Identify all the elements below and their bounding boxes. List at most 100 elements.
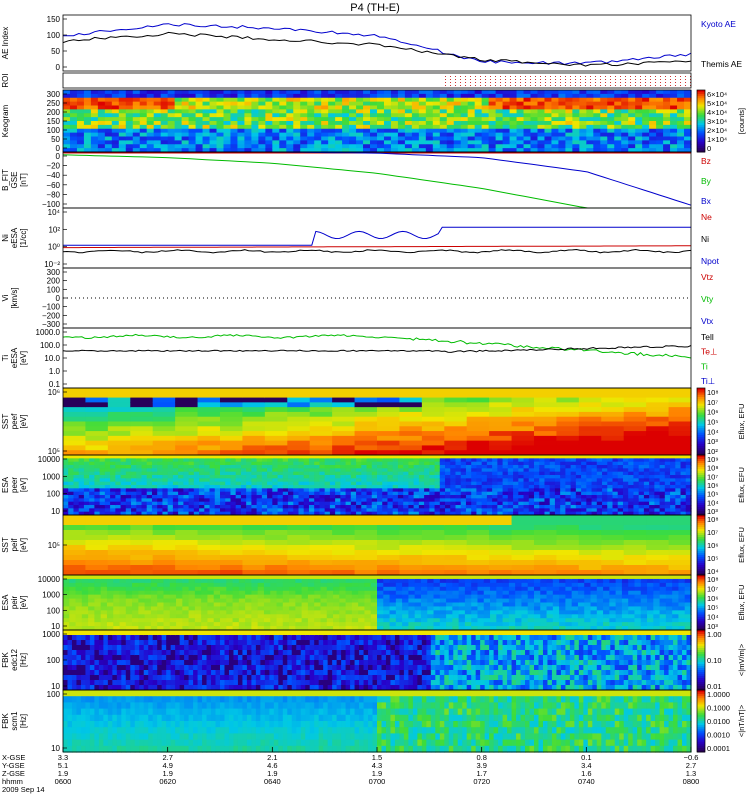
esa_i-cell bbox=[106, 626, 114, 631]
esa_e-cell bbox=[544, 495, 551, 499]
esa_e-cell bbox=[481, 498, 488, 503]
esa_e-cell bbox=[602, 505, 608, 509]
keogram-cell bbox=[342, 109, 350, 114]
esa_i-cell bbox=[169, 618, 177, 623]
keogram-cell bbox=[621, 148, 629, 153]
esa_e-cell bbox=[497, 481, 504, 486]
sst_e-cell bbox=[354, 407, 378, 413]
sst_i-cell bbox=[152, 515, 176, 521]
esa_e-cell bbox=[434, 495, 441, 499]
keogram-cell bbox=[356, 132, 364, 138]
esa_e-cell bbox=[178, 471, 184, 476]
esa_e-cell bbox=[413, 465, 420, 469]
esa_e-cell bbox=[361, 475, 368, 479]
esa_e-cell bbox=[288, 488, 294, 493]
keogram-cell bbox=[181, 136, 190, 141]
keogram-cell bbox=[614, 144, 622, 149]
keogram-cell bbox=[614, 113, 622, 118]
esa_e-cell bbox=[167, 501, 174, 506]
keogram-cell bbox=[139, 121, 148, 126]
esa_e-cell bbox=[151, 498, 158, 503]
sst_e-cell bbox=[601, 421, 625, 427]
sst_e-cell bbox=[354, 388, 378, 394]
sst_i-cell bbox=[85, 560, 109, 566]
esa_e-cell bbox=[628, 505, 635, 509]
esa_e-cell bbox=[455, 485, 462, 489]
keogram-cell bbox=[530, 117, 539, 122]
keogram-cell bbox=[509, 101, 518, 107]
sst_e-cell bbox=[197, 411, 221, 418]
keogram-cell bbox=[181, 117, 190, 122]
keogram-cell bbox=[390, 132, 399, 138]
esa_e-cell bbox=[429, 465, 436, 469]
keogram-cell bbox=[495, 93, 504, 99]
keogram-cell bbox=[286, 124, 294, 130]
keogram-cell bbox=[600, 97, 608, 103]
esa_i-cell bbox=[263, 614, 271, 619]
keogram-cell bbox=[335, 132, 343, 138]
sst_e-cell bbox=[444, 402, 468, 408]
keogram-cell bbox=[467, 132, 476, 138]
esa_e-cell bbox=[204, 498, 211, 503]
esa_e-cell bbox=[303, 508, 310, 513]
keogram-cell bbox=[314, 101, 322, 107]
esa_i-cell bbox=[144, 586, 152, 592]
sst_e-cell bbox=[354, 426, 378, 432]
esa_e-cell bbox=[136, 505, 143, 509]
keogram-cell bbox=[307, 105, 315, 110]
keogram-cell bbox=[558, 113, 566, 118]
esa_e-cell bbox=[617, 458, 624, 463]
esa_e-cell bbox=[497, 461, 504, 466]
esa_e-cell bbox=[570, 501, 577, 506]
esa_e-cell bbox=[261, 495, 268, 499]
esa_e-cell bbox=[528, 501, 535, 506]
esa_e-cell bbox=[288, 481, 294, 486]
keogram-cell bbox=[523, 140, 532, 145]
esa_i-cell bbox=[289, 590, 296, 596]
sst_i-cell bbox=[264, 560, 288, 566]
keogram-cell bbox=[390, 117, 399, 122]
keogram-cell bbox=[460, 113, 469, 118]
keogram-cell bbox=[118, 97, 127, 103]
esa_e-cell bbox=[83, 498, 90, 503]
sst_e-cell bbox=[309, 388, 333, 394]
sst_i-cell bbox=[85, 520, 109, 526]
esa_e-cell bbox=[371, 468, 378, 473]
keogram-cell bbox=[132, 124, 141, 130]
keogram-cell bbox=[663, 97, 671, 103]
esa_i-cell bbox=[81, 626, 89, 631]
sst_e-cell bbox=[668, 407, 692, 413]
sst_e-cell bbox=[489, 388, 513, 394]
keogram-cell bbox=[530, 121, 539, 126]
esa_e-cell bbox=[308, 508, 315, 513]
esa_e-cell bbox=[638, 465, 645, 469]
keogram-cell bbox=[167, 109, 176, 114]
esa_e-cell bbox=[94, 508, 101, 513]
esa_e-cell bbox=[549, 491, 556, 496]
sst_i-cell bbox=[668, 535, 692, 541]
keogram-cell bbox=[642, 97, 650, 103]
esa_e-cell bbox=[507, 461, 514, 466]
sst_i-cell bbox=[444, 555, 468, 561]
esa_e-cell bbox=[136, 478, 143, 483]
keogram-cell bbox=[446, 144, 455, 149]
keogram-cell bbox=[551, 144, 560, 149]
keogram-cell bbox=[377, 109, 385, 114]
keogram-cell bbox=[209, 148, 218, 153]
esa_e-cell bbox=[382, 508, 389, 513]
esa_e-cell bbox=[654, 508, 661, 513]
esa_i-cell bbox=[144, 602, 152, 608]
esa_i-cell bbox=[63, 578, 70, 584]
keogram-cell bbox=[460, 117, 469, 122]
keogram-cell bbox=[537, 132, 546, 138]
esa_e-cell bbox=[131, 481, 137, 486]
esa_e-cell bbox=[240, 475, 247, 479]
esa_e-cell bbox=[486, 501, 493, 506]
esa_e-cell bbox=[492, 511, 498, 516]
esa_e-cell bbox=[314, 465, 321, 469]
esa_i-cell bbox=[251, 590, 259, 596]
sst_i-cell bbox=[534, 560, 558, 566]
sst_i-cell bbox=[354, 550, 378, 556]
sst_i-cell bbox=[63, 555, 87, 561]
keogram-cell bbox=[125, 124, 134, 130]
